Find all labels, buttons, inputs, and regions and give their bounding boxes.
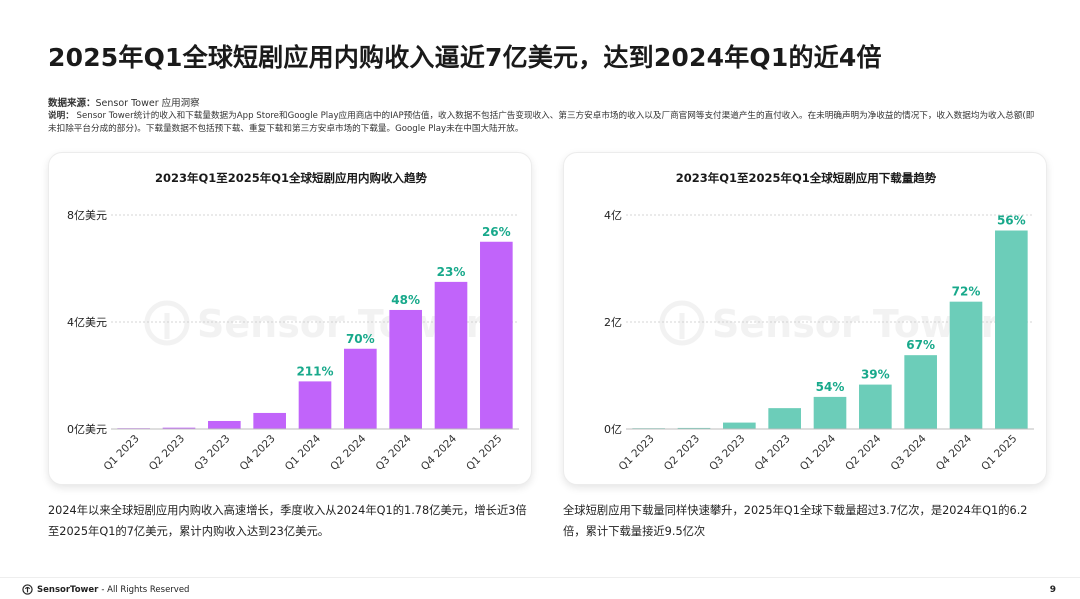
note-label: 说明： (48, 111, 74, 121)
growth-label: 39% (861, 368, 890, 382)
footer: SensorTower - All Rights Reserved (22, 584, 189, 595)
growth-label: 70% (346, 332, 375, 346)
bar (813, 396, 847, 429)
revenue-chart-card: Sensor Tower 2023年Q1至2025年Q1全球短剧应用内购收入趋势 0… (48, 152, 532, 485)
bar (904, 355, 937, 429)
watermark: Sensor Tower (659, 300, 1000, 346)
bar (298, 381, 332, 429)
footer-rights: - All Rights Reserved (101, 584, 190, 595)
bar (677, 427, 711, 429)
x-tick-label: Q2 2024 (843, 432, 884, 473)
revenue-description: 2024年以来全球短剧应用内购收入高速增长，季度收入从2024年Q1的1.78亿… (48, 504, 527, 538)
y-tick-label: 4亿 (604, 209, 622, 222)
growth-label: 26% (482, 225, 511, 239)
note-text: Sensor Tower统计的收入和下载量数据为App Store和Google… (48, 111, 1035, 134)
x-tick-label: Q3 2023 (707, 433, 747, 473)
growth-label: 48% (391, 293, 420, 307)
x-tick-label: Q4 2024 (419, 432, 460, 473)
bar (949, 301, 983, 429)
watermark: Sensor Tower (144, 300, 485, 346)
y-tick-label: 0亿 (604, 423, 622, 436)
y-tick-label: 8亿美元 (67, 209, 107, 222)
x-tick-label: Q2 2024 (328, 432, 369, 473)
growth-label: 54% (816, 380, 845, 394)
data-source-value: Sensor Tower 应用洞察 (95, 98, 200, 109)
chart-title: 2023年Q1至2025年Q1全球短剧应用内购收入趋势 (155, 171, 428, 185)
x-tick-label: Q1 2023 (616, 433, 656, 473)
x-tick-label: Q1 2024 (283, 432, 324, 473)
y-tick-label: 0亿美元 (67, 423, 107, 436)
bar (162, 427, 196, 429)
sensor-tower-logo-icon (22, 584, 33, 595)
x-tick-label: Q4 2023 (237, 433, 277, 473)
x-tick-label: Q1 2024 (798, 432, 839, 473)
bar (859, 384, 892, 429)
bar (208, 420, 241, 429)
y-tick-label: 4亿美元 (67, 316, 107, 329)
bar (768, 408, 801, 429)
bar (723, 422, 756, 429)
x-tick-label: Q2 2023 (662, 433, 702, 473)
page-title: 2025年Q1全球短剧应用内购收入逼近7亿美元，达到2024年Q1的近4倍 (48, 43, 882, 72)
growth-label: 23% (437, 265, 466, 279)
downloads-chart: Sensor Tower 2023年Q1至2025年Q1全球短剧应用下载量趋势 0亿… (604, 171, 1034, 473)
bar (389, 309, 422, 429)
growth-label: 67% (906, 338, 935, 352)
data-source: 数据来源：Sensor Tower 应用洞察 (48, 95, 200, 109)
downloads-chart-card: Sensor Tower 2023年Q1至2025年Q1全球短剧应用下载量趋势 0亿… (563, 152, 1047, 485)
bar (995, 230, 1028, 429)
chart-title: 2023年Q1至2025年Q1全球短剧应用下载量趋势 (676, 171, 937, 185)
page-number: 9 (1049, 585, 1056, 595)
footer-brand: SensorTower (37, 584, 99, 595)
revenue-chart: Sensor Tower 2023年Q1至2025年Q1全球短剧应用内购收入趋势 0… (67, 171, 519, 473)
growth-label: 72% (952, 285, 981, 299)
x-tick-label: Q3 2024 (888, 432, 929, 473)
bar (344, 348, 377, 429)
bar (253, 412, 286, 429)
bar (434, 281, 468, 429)
x-tick-label: Q1 2025 (979, 433, 1019, 473)
footer-divider (0, 577, 1080, 578)
downloads-description: 全球短剧应用下载量同样快速攀升，2025年Q1全球下载量超过3.7亿次，是202… (563, 504, 1028, 538)
x-tick-label: Q3 2024 (373, 432, 414, 473)
x-tick-label: Q2 2023 (147, 433, 187, 473)
data-source-label: 数据来源： (48, 98, 96, 109)
x-tick-label: Q3 2023 (192, 433, 232, 473)
x-tick-label: Q4 2023 (752, 433, 792, 473)
x-tick-label: Q4 2024 (934, 432, 975, 473)
x-tick-label: Q1 2025 (464, 433, 504, 473)
bar (480, 241, 513, 429)
explanation-note: 说明： Sensor Tower统计的收入和下载量数据为App Store和Go… (48, 110, 1038, 136)
x-tick-label: Q1 2023 (101, 433, 141, 473)
growth-label: 56% (997, 214, 1026, 228)
growth-label: 211% (296, 364, 333, 378)
y-tick-label: 2亿 (604, 316, 622, 329)
